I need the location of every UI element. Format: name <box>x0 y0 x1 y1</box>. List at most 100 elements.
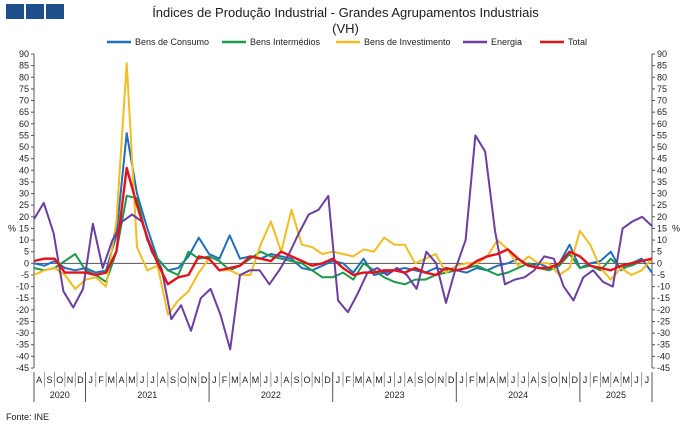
y-tick-label-right: -30 <box>657 328 670 338</box>
x-tick-label-month: A <box>489 375 495 385</box>
y-tick-label-right: -5 <box>657 270 665 280</box>
x-tick-label-year: 2023 <box>384 390 404 400</box>
x-tick-label-month: A <box>613 375 619 385</box>
x-tick-label-month: A <box>366 375 372 385</box>
y-tick-label-right: 25 <box>657 200 667 210</box>
logo-block-3 <box>46 4 64 19</box>
x-tick-label-year: 2022 <box>261 390 281 400</box>
x-tick-label-month: A <box>119 375 125 385</box>
x-tick-label-month: M <box>355 375 363 385</box>
y-tick-label-right: -25 <box>657 316 670 326</box>
x-tick-label-month: F <box>98 375 104 385</box>
x-tick-label-month: J <box>397 375 402 385</box>
x-tick-label-month: A <box>531 375 537 385</box>
x-tick-label-month: M <box>231 375 239 385</box>
x-tick-label-month: A <box>160 375 166 385</box>
y-tick-label-right: -40 <box>657 351 670 361</box>
series-line <box>33 62 653 316</box>
x-tick-label-month: F <box>469 375 475 385</box>
y-tick-label-left: 30 <box>19 189 29 199</box>
x-tick-label-month: F <box>345 375 351 385</box>
y-tick-label-left: 60 <box>19 119 29 129</box>
x-tick-label-month: D <box>324 375 331 385</box>
x-tick-label-month: J <box>274 375 279 385</box>
y-tick-label-left: 75 <box>19 84 29 94</box>
x-tick-label-month: A <box>36 375 42 385</box>
y-tick-label-right: -35 <box>657 340 670 350</box>
y-tick-label-right: 5 <box>657 247 662 257</box>
y-axis-label-left: % <box>8 223 16 233</box>
x-tick-label-month: J <box>511 375 516 385</box>
x-tick-label-month: J <box>459 375 464 385</box>
y-tick-label-right: -10 <box>657 282 670 292</box>
x-tick-label-month: J <box>264 375 269 385</box>
x-tick-label-month: A <box>407 375 413 385</box>
x-tick-label-month: J <box>521 375 526 385</box>
y-tick-label-left: 20 <box>19 212 29 222</box>
x-tick-label-month: N <box>438 375 445 385</box>
x-tick-label-month: O <box>427 375 434 385</box>
y-tick-label-left: -10 <box>16 282 29 292</box>
x-tick-label-month: S <box>170 375 176 385</box>
y-tick-label-left: 80 <box>19 72 29 82</box>
x-tick-label-month: M <box>128 375 136 385</box>
chart-title-line1: Índices de Produção Industrial - Grandes… <box>152 5 539 20</box>
y-axis-label-right: % <box>672 223 680 233</box>
x-tick-label-month: N <box>67 375 74 385</box>
x-tick-label-month: F <box>593 375 599 385</box>
y-tick-label-right: 75 <box>657 84 667 94</box>
y-tick-label-right: 65 <box>657 107 667 117</box>
y-tick-label-left: 55 <box>19 130 29 140</box>
y-tick-label-right: 50 <box>657 142 667 152</box>
x-tick-label-month: J <box>150 375 155 385</box>
x-tick-label-year: 2025 <box>606 390 626 400</box>
ine-logo <box>6 4 64 19</box>
x-tick-label-month: M <box>108 375 116 385</box>
y-tick-label-left: 0 <box>24 258 29 268</box>
y-tick-label-left: -30 <box>16 328 29 338</box>
x-tick-label-month: D <box>448 375 455 385</box>
y-tick-label-left: -25 <box>16 316 29 326</box>
x-tick-label-month: M <box>602 375 610 385</box>
x-tick-label-month: J <box>387 375 392 385</box>
x-tick-label-month: M <box>252 375 260 385</box>
y-tick-label-left: -40 <box>16 351 29 361</box>
y-tick-label-left: 45 <box>19 154 29 164</box>
series-line <box>33 194 653 286</box>
y-tick-label-right: -20 <box>657 305 670 315</box>
x-tick-label-month: D <box>77 375 84 385</box>
x-tick-label-month: N <box>190 375 197 385</box>
y-tick-label-right: 55 <box>657 130 667 140</box>
y-tick-label-left: 5 <box>24 247 29 257</box>
y-tick-label-left: 35 <box>19 177 29 187</box>
y-tick-label-right: 0 <box>657 258 662 268</box>
y-tick-label-right: 70 <box>657 96 667 106</box>
x-tick-label-month: S <box>46 375 52 385</box>
logo-block-1 <box>6 4 24 19</box>
chart-title-line2: (VH) <box>332 21 359 36</box>
x-tick-label-month: J <box>88 375 93 385</box>
x-tick-label-month: O <box>56 375 63 385</box>
legend-label: Total <box>568 37 587 47</box>
x-tick-label-month: J <box>645 375 650 385</box>
x-tick-label-month: N <box>314 375 321 385</box>
x-tick-label-year: 2020 <box>50 390 70 400</box>
y-tick-label-left: 70 <box>19 96 29 106</box>
x-tick-label-month: J <box>140 375 145 385</box>
y-tick-label-right: 30 <box>657 189 667 199</box>
x-tick-label-month: S <box>541 375 547 385</box>
x-tick-label-month: M <box>375 375 383 385</box>
x-tick-label-month: M <box>499 375 507 385</box>
x-tick-label-month: M <box>623 375 631 385</box>
series-line <box>33 134 653 351</box>
x-tick-label-year: 2024 <box>508 390 528 400</box>
x-tick-label-month: A <box>283 375 289 385</box>
y-tick-label-right: 90 <box>657 49 667 59</box>
x-tick-label-month: S <box>417 375 423 385</box>
y-tick-label-left: 50 <box>19 142 29 152</box>
series-line <box>33 166 653 286</box>
x-tick-label-year: 2021 <box>137 390 157 400</box>
y-tick-label-right: -45 <box>657 363 670 373</box>
y-tick-label-left: 10 <box>19 235 29 245</box>
